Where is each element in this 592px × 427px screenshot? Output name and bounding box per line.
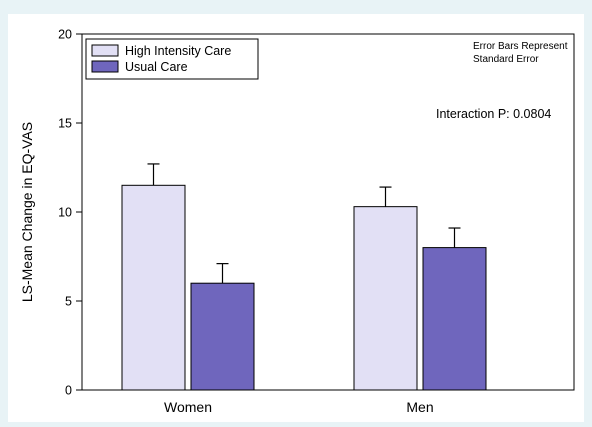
- y-tick-label: 15: [58, 117, 72, 131]
- y-axis: 0 5 10 15 20: [58, 28, 82, 398]
- error-bars-note-line1: Error Bars Represent: [473, 41, 568, 52]
- bar-chart: 0 5 10 15 20 Women Men LS-Mean Change in EQ-V…: [19, 28, 575, 415]
- bar-men-high-intensity: [353, 206, 418, 391]
- legend-box: [85, 38, 259, 80]
- y-tick-label: 5: [65, 295, 72, 309]
- chart-panel: 0 5 10 15 20 Women Men LS-Mean Change in EQ-V…: [8, 14, 584, 422]
- legend-swatch: [91, 60, 119, 73]
- legend: High Intensity Care Usual Care: [85, 38, 259, 80]
- legend-label: Usual Care: [125, 60, 188, 74]
- bar-women-usual-care: [190, 282, 255, 391]
- y-axis-label: LS-Mean Change in EQ-VAS: [19, 122, 35, 302]
- y-tick-label: 0: [65, 384, 72, 398]
- interaction-p-annotation: Interaction P: 0.0804: [436, 107, 551, 121]
- legend-label: High Intensity Care: [125, 44, 231, 58]
- x-tick-label: Men: [406, 399, 433, 415]
- bar-women-high-intensity: [121, 184, 186, 391]
- error-bars-note-line2: Standard Error: [473, 54, 539, 65]
- bar-men-usual-care: [422, 247, 487, 391]
- y-tick-label: 20: [58, 28, 72, 42]
- legend-swatch: [91, 44, 119, 57]
- bars: [121, 163, 487, 391]
- x-axis: Women Men: [164, 399, 434, 415]
- y-tick-label: 10: [58, 206, 72, 220]
- x-tick-label: Women: [164, 399, 212, 415]
